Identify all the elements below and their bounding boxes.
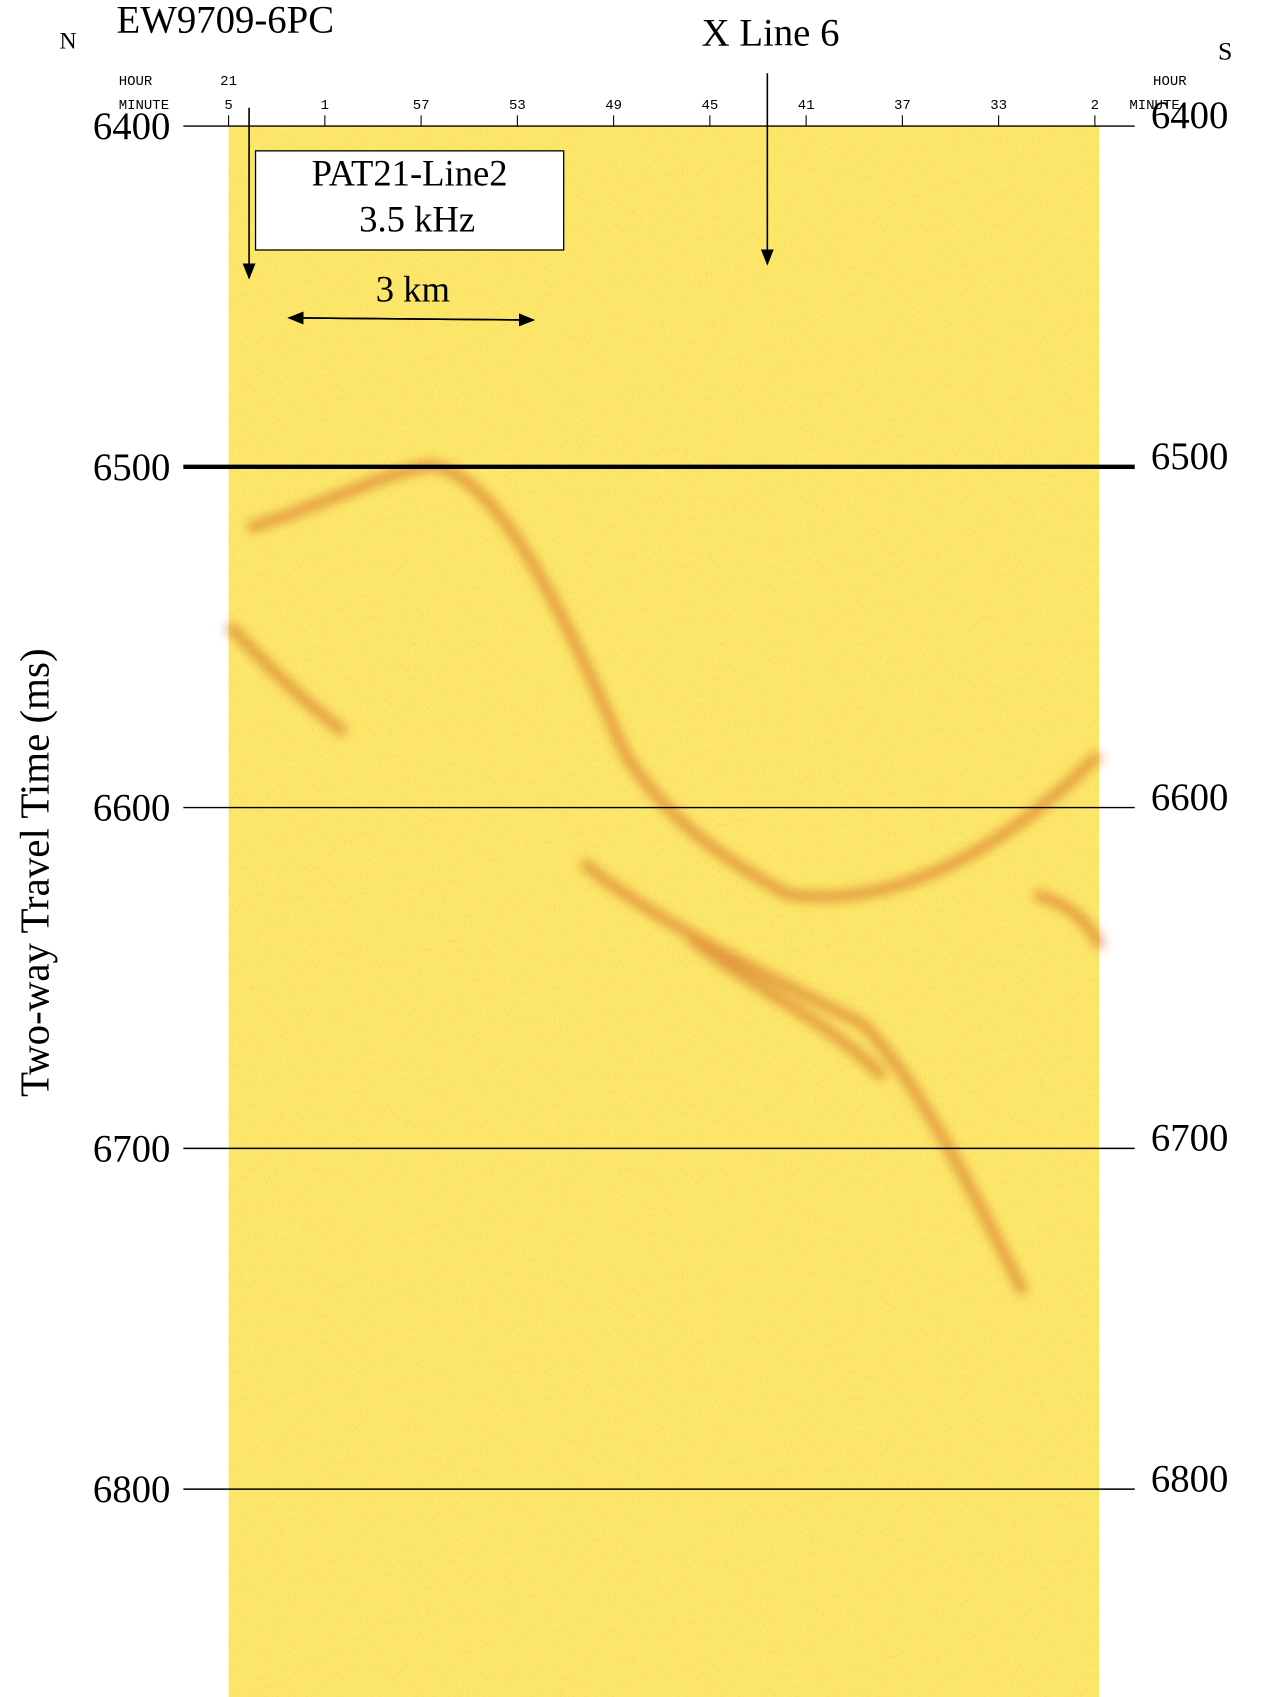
- hour-label: HOUR: [1153, 74, 1187, 90]
- direction-right: S: [1218, 36, 1232, 65]
- direction-left: N: [60, 28, 77, 54]
- minute-label: 2: [1091, 98, 1099, 114]
- y-tick-label: 6600: [93, 787, 171, 830]
- minute-label: 57: [413, 98, 430, 114]
- minute-label: 5: [224, 98, 232, 114]
- y-tick-label: 6400: [93, 105, 171, 148]
- minute-label: 45: [701, 98, 718, 114]
- minute-label: 37: [894, 98, 911, 114]
- minute-label: 41: [798, 98, 815, 114]
- hour-value: 21: [220, 74, 237, 90]
- minute-label: 33: [990, 98, 1007, 114]
- seismic-image: [224, 126, 1105, 1697]
- y-tick-label: 6500: [93, 446, 171, 489]
- minute-label: 49: [605, 98, 622, 114]
- y-tick-label: 6700: [93, 1127, 171, 1170]
- box-line: 3.5 kHz: [359, 199, 475, 240]
- scale-label: 3 km: [376, 269, 450, 310]
- y-tick-label: 6600: [1151, 776, 1229, 819]
- crossing-label: X Line 6: [702, 11, 840, 54]
- minute-label: 1: [321, 98, 329, 114]
- minute-label: 53: [509, 98, 526, 114]
- y-axis-label: Two-way Travel Time (ms): [13, 648, 58, 1097]
- minute-label: MINUTE: [119, 98, 169, 114]
- scale-arrow: [287, 311, 534, 325]
- label-box: [254, 150, 565, 251]
- box-line: PAT21-Line2: [312, 152, 508, 193]
- y-tick-label: 6500: [1151, 435, 1229, 478]
- y-tick-label: 6800: [1151, 1457, 1229, 1500]
- y-tick-label: 6800: [93, 1468, 171, 1511]
- minute-label: MINUTE: [1129, 98, 1179, 114]
- y-tick-label: 6400: [1151, 94, 1229, 137]
- hour-label: HOUR: [119, 74, 153, 90]
- y-tick-label: 6700: [1151, 1117, 1229, 1160]
- profile-title: EW9709-6PC: [117, 0, 335, 41]
